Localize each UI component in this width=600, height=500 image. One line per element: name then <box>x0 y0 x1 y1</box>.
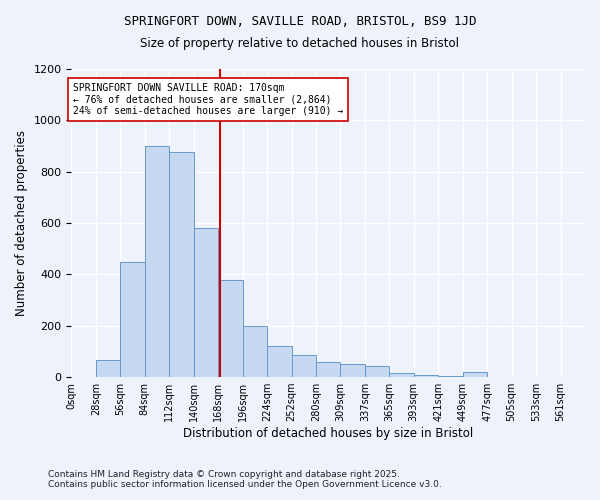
Bar <box>340 364 365 377</box>
Bar <box>96 360 121 377</box>
Bar <box>242 326 267 377</box>
Bar <box>414 375 438 377</box>
Text: Contains HM Land Registry data © Crown copyright and database right 2025.
Contai: Contains HM Land Registry data © Crown c… <box>48 470 442 489</box>
Text: Size of property relative to detached houses in Bristol: Size of property relative to detached ho… <box>140 38 460 51</box>
Bar <box>267 346 292 377</box>
Bar <box>292 356 316 377</box>
Bar <box>438 376 463 377</box>
Text: SPRINGFORT DOWN, SAVILLE ROAD, BRISTOL, BS9 1JD: SPRINGFORT DOWN, SAVILLE ROAD, BRISTOL, … <box>124 15 476 28</box>
Bar <box>463 372 487 377</box>
Bar <box>145 146 169 377</box>
Bar <box>316 362 340 377</box>
Bar <box>389 373 414 377</box>
Bar <box>169 152 194 377</box>
Bar <box>121 262 145 377</box>
X-axis label: Distribution of detached houses by size in Bristol: Distribution of detached houses by size … <box>183 427 473 440</box>
Bar <box>365 366 389 377</box>
Y-axis label: Number of detached properties: Number of detached properties <box>15 130 28 316</box>
Bar <box>218 280 242 377</box>
Text: SPRINGFORT DOWN SAVILLE ROAD: 170sqm
← 76% of detached houses are smaller (2,864: SPRINGFORT DOWN SAVILLE ROAD: 170sqm ← 7… <box>73 83 343 116</box>
Bar <box>194 228 218 377</box>
